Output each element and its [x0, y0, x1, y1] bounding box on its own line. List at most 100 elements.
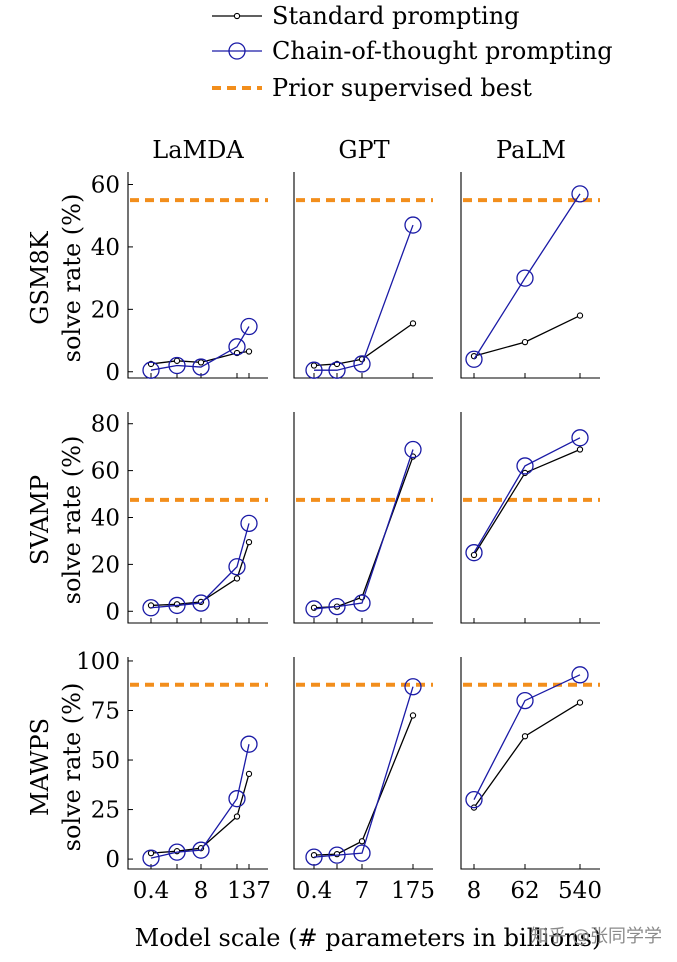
panels: 0 20 40 60 0 20 40 60 80 0 25 50 75 100 0.4 8 137 0.4 7 175… — [76, 172, 602, 904]
y-tick-label-svamp-lamda-40: 40 — [91, 506, 120, 532]
cot-point-gsm8k-palm-0 — [465, 350, 483, 368]
legend-item-prior: Prior supervised best — [212, 74, 532, 102]
panel-mawps-palm: 8 62 540 — [460, 657, 602, 904]
row-ylabel-gsm8k: solve rate (%) — [58, 194, 86, 363]
cot-point-svamp-gpt-3 — [404, 440, 422, 459]
cot-point-svamp-lamda-3 — [228, 558, 246, 576]
x-tick-label-mawps-lamda-8: 8 — [194, 878, 209, 904]
standard-line-mawps-gpt — [313, 715, 414, 856]
cot-point-gsm8k-gpt-0 — [305, 361, 323, 379]
standard-point-gsm8k-palm-2 — [576, 312, 584, 319]
axes-mawps-lamda — [127, 657, 268, 870]
axes-svamp-lamda — [127, 412, 268, 624]
legend-cot-marker — [228, 42, 246, 60]
cot-point-svamp-lamda-0 — [142, 599, 160, 617]
legend-item-cot: Chain-of-thought prompting — [212, 37, 613, 65]
axes-svamp-gpt — [293, 412, 433, 624]
cot-point-gsm8k-lamda-0 — [142, 361, 160, 379]
y-tick-label-gsm8k-lamda-20: 20 — [91, 297, 120, 323]
standard-line-mawps-lamda — [150, 773, 250, 854]
cot-line-mawps-gpt — [313, 686, 414, 858]
legend-prior-label: Prior supervised best — [272, 74, 532, 102]
row-label-svamp: SVAMP solve rate (%) — [26, 436, 86, 605]
row-label-gsm8k: GSM8K solve rate (%) — [26, 194, 86, 363]
row-ylabel-mawps: solve rate (%) — [58, 683, 86, 852]
axes-svamp-palm — [460, 412, 600, 624]
axes-gsm8k-gpt — [293, 172, 433, 379]
x-tick-label-mawps-gpt-0-4: 0.4 — [296, 878, 333, 904]
panel-svamp-lamda: 0 20 40 60 80 — [91, 412, 268, 625]
standard-point-mawps-lamda-3 — [233, 813, 241, 820]
y-tick-label-mawps-lamda-75: 75 — [91, 698, 120, 724]
row-title-mawps: MAWPS — [26, 718, 54, 816]
row-ylabel-svamp: solve rate (%) — [58, 436, 86, 605]
column-title-gpt: GPT — [338, 136, 389, 164]
x-tick-label-mawps-palm-62: 62 — [510, 878, 539, 904]
standard-line-svamp-gpt — [313, 456, 414, 609]
cot-point-gsm8k-gpt-1 — [328, 361, 346, 379]
cot-line-mawps-lamda — [150, 744, 250, 859]
standard-point-svamp-lamda-0 — [147, 602, 155, 609]
standard-point-svamp-palm-1 — [521, 469, 529, 477]
cot-line-svamp-palm — [473, 437, 581, 553]
standard-point-gsm8k-lamda-2 — [197, 359, 205, 366]
cot-point-gsm8k-lamda-3 — [228, 338, 246, 356]
axes-gsm8k-palm — [460, 172, 600, 379]
y-tick-label-mawps-lamda-50: 50 — [91, 748, 120, 774]
panel-svamp-palm — [460, 412, 600, 624]
cot-point-mawps-gpt-0 — [305, 848, 323, 866]
cot-line-mawps-palm — [473, 674, 581, 800]
axes-mawps-gpt — [293, 657, 433, 870]
watermark: 知乎 @张同学学 — [530, 926, 662, 947]
panel-mawps-lamda: 0 25 50 75 100 0.4 8 137 — [76, 649, 271, 904]
y-tick-label-gsm8k-lamda-0: 0 — [105, 360, 120, 386]
panel-mawps-gpt: 0.4 7 175 — [293, 657, 435, 904]
standard-point-mawps-gpt-2 — [358, 838, 366, 845]
y-tick-label-mawps-lamda-0: 0 — [105, 847, 120, 873]
standard-point-svamp-palm-0 — [470, 551, 478, 559]
x-tick-label-mawps-lamda-0-4: 0.4 — [133, 878, 170, 904]
standard-line-gsm8k-palm — [473, 314, 581, 357]
x-axis-label: Model scale (# parameters in billions) — [135, 924, 602, 952]
legend: Standard prompting Chain-of-thought prom… — [212, 2, 613, 102]
cot-line-gsm8k-palm — [473, 193, 581, 360]
standard-point-gsm8k-palm-1 — [521, 338, 529, 346]
panel-gsm8k-lamda: 0 20 40 60 — [91, 172, 268, 386]
axes-mawps-palm — [460, 657, 600, 870]
standard-line-mawps-palm — [473, 702, 581, 808]
standard-point-gsm8k-lamda-4 — [245, 348, 253, 355]
cot-point-gsm8k-palm-1 — [516, 269, 534, 287]
y-tick-label-gsm8k-lamda-60: 60 — [91, 172, 120, 198]
standard-point-svamp-gpt-0 — [310, 604, 318, 611]
axes-gsm8k-lamda — [127, 172, 268, 379]
cot-point-gsm8k-gpt-3 — [404, 216, 422, 234]
cot-point-svamp-lamda-4 — [240, 514, 258, 533]
cot-point-mawps-lamda-3 — [228, 790, 246, 808]
cot-point-mawps-palm-0 — [465, 791, 483, 809]
legend-item-standard: Standard prompting — [212, 2, 520, 30]
standard-point-mawps-lamda-0 — [147, 849, 155, 857]
standard-point-gsm8k-lamda-1 — [173, 357, 181, 364]
row-title-gsm8k: GSM8K — [26, 230, 54, 324]
y-tick-label-svamp-lamda-80: 80 — [91, 412, 120, 438]
x-tick-label-mawps-gpt-175: 175 — [391, 878, 435, 904]
y-tick-label-svamp-lamda-60: 60 — [91, 459, 120, 485]
cot-point-gsm8k-lamda-4 — [240, 317, 258, 336]
column-title-palm: PaLM — [496, 136, 566, 164]
standard-point-svamp-palm-2 — [576, 446, 584, 453]
cot-point-svamp-palm-2 — [571, 429, 589, 447]
cot-point-svamp-palm-1 — [516, 457, 534, 475]
cot-point-mawps-palm-2 — [571, 666, 589, 684]
y-tick-label-gsm8k-lamda-40: 40 — [91, 235, 120, 261]
cot-point-svamp-gpt-0 — [305, 600, 323, 618]
cot-point-gsm8k-gpt-2 — [353, 355, 371, 373]
legend-standard-label: Standard prompting — [272, 2, 520, 30]
cot-line-svamp-lamda — [150, 523, 250, 609]
standard-point-gsm8k-gpt-3 — [409, 320, 417, 327]
cot-line-svamp-gpt — [313, 449, 414, 610]
cot-point-mawps-lamda-0 — [142, 849, 160, 867]
standard-point-svamp-lamda-4 — [245, 538, 253, 546]
cot-point-mawps-gpt-2 — [353, 844, 371, 862]
cot-point-svamp-palm-0 — [465, 544, 483, 562]
